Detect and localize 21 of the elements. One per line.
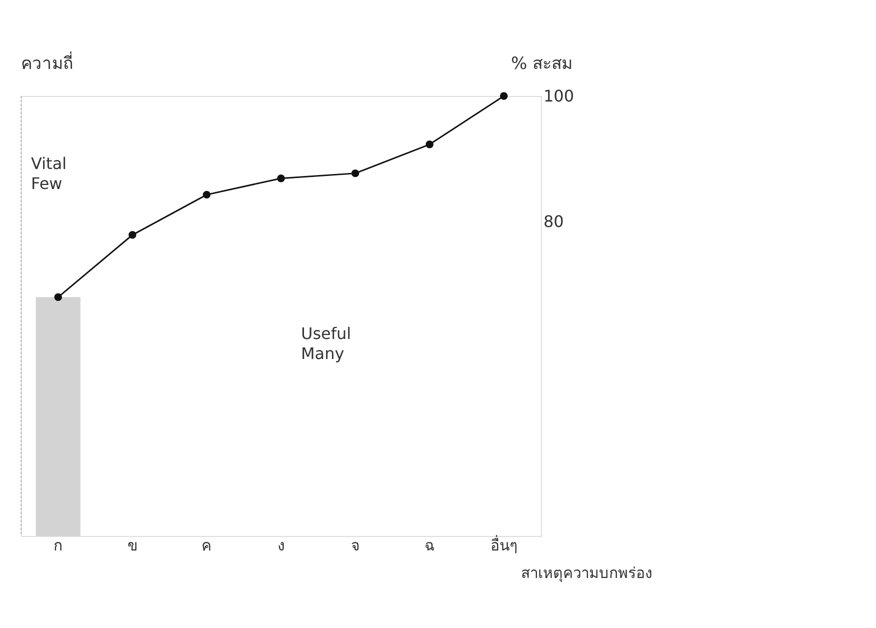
- point: [202, 190, 211, 199]
- x-tick-label: อื่นๆ: [490, 534, 518, 554]
- x-axis-title: สาเหตุความบกพร่อง: [521, 564, 652, 583]
- annotation: Vital Few: [31, 154, 67, 193]
- x-tick-label: จ: [350, 536, 360, 554]
- x-tick-label: ง: [278, 536, 284, 554]
- y2-tick-label: 80: [544, 212, 564, 232]
- x-tick-label: ข: [127, 536, 138, 554]
- y2-axis-title: % สะสม: [511, 54, 573, 74]
- point: [500, 92, 508, 100]
- x-tick-label: ก: [54, 536, 63, 554]
- point: [351, 169, 360, 178]
- annotation: Useful Many: [301, 324, 352, 363]
- y-axis-title: ความถี่: [21, 51, 73, 74]
- point: [54, 293, 62, 302]
- x-tick-label: ค: [202, 536, 212, 554]
- point: [426, 140, 434, 148]
- y2-tick-label: 100: [544, 86, 574, 106]
- point: [128, 231, 136, 239]
- point: [277, 174, 285, 182]
- x-tick-label: ฉ: [424, 536, 435, 554]
